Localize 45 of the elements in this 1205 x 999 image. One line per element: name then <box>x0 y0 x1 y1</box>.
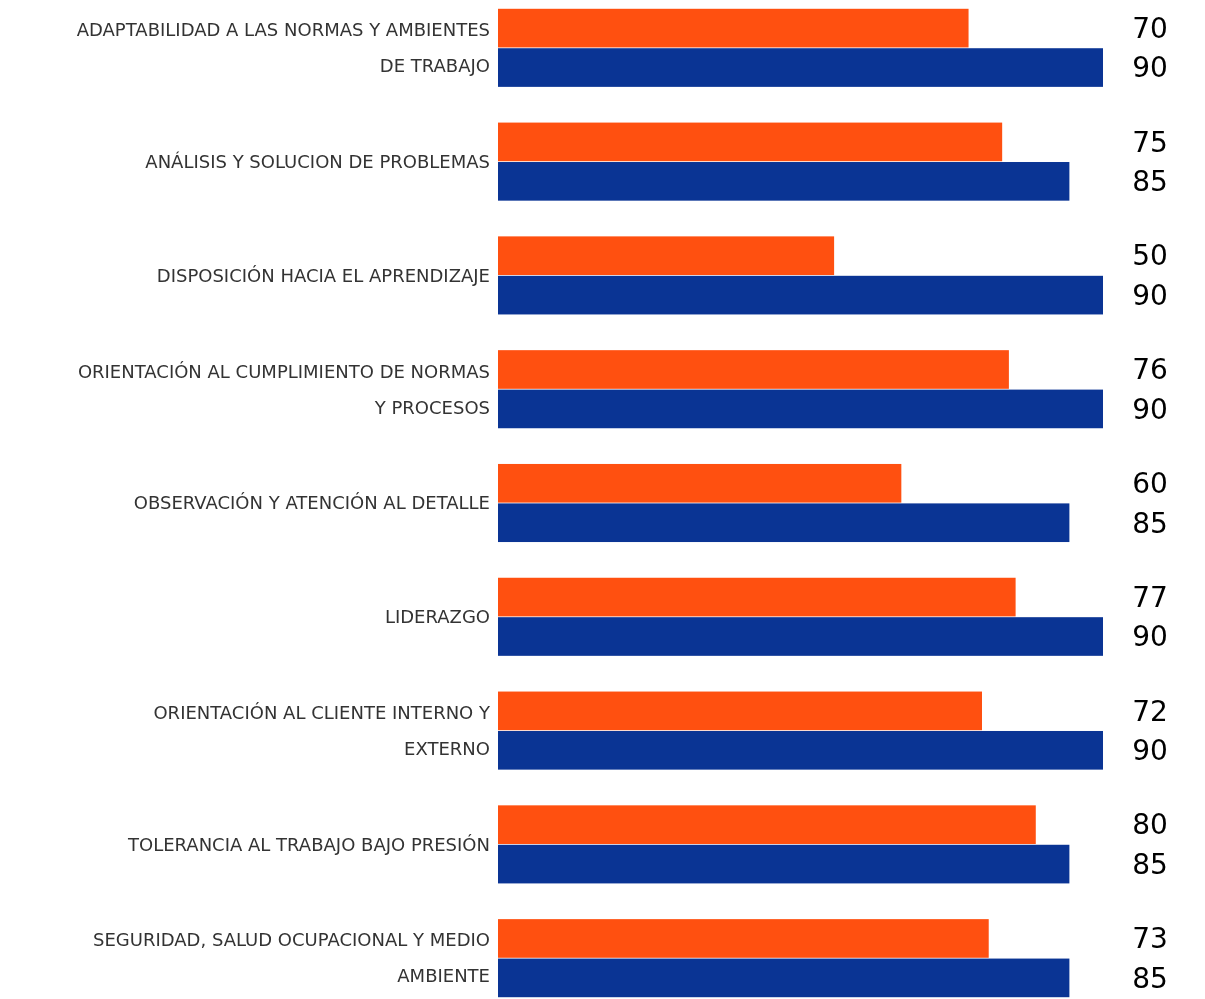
bar <box>498 691 982 731</box>
data-label: 50 <box>1132 239 1168 273</box>
bar <box>498 275 1103 315</box>
data-label: 60 <box>1132 467 1168 501</box>
bar <box>498 236 835 276</box>
data-label: 75 <box>1132 125 1168 159</box>
bar <box>498 48 1103 87</box>
y-tick-label: SEGURIDAD, SALUD OCUPACIONAL Y MEDIO AMBIENTE <box>92 929 490 987</box>
data-label: 90 <box>1132 51 1168 85</box>
bar <box>498 617 1103 656</box>
y-tick-label: TOLERANCIA AL TRABAJO BAJO PRESIÓN <box>126 833 490 855</box>
data-label: 90 <box>1132 620 1168 654</box>
y-tick-label: OBSERVACIÓN Y ATENCIÓN AL DETALLE <box>133 492 490 514</box>
data-label: 85 <box>1132 165 1168 199</box>
y-tick-label: ADAPTABILIDAD A LAS NORMAS Y AMBIENTES DE TRABAJO <box>76 19 490 77</box>
y-tick-label: DISPOSICIÓN HACIA EL APRENDIZAJE <box>156 264 490 286</box>
bar <box>498 805 1036 844</box>
bar <box>498 958 1070 998</box>
y-tick-label: ORIENTACIÓN AL CLIENTE INTERNO Y EXTERNO <box>153 701 491 759</box>
data-label: 85 <box>1132 506 1168 540</box>
bar <box>498 122 1003 162</box>
bar <box>498 389 1103 429</box>
data-label: 90 <box>1132 392 1168 426</box>
bar <box>498 162 1070 201</box>
y-tick-label: LIDERAZGO <box>384 606 490 628</box>
y-tick-label: ANÁLISIS Y SOLUCION DE PROBLEMAS <box>145 150 490 172</box>
data-label: 77 <box>1132 580 1168 614</box>
data-label: 80 <box>1132 808 1168 842</box>
bar <box>498 503 1070 543</box>
bar <box>498 577 1016 617</box>
data-label: 76 <box>1132 353 1168 387</box>
data-label: 85 <box>1132 961 1168 995</box>
data-label: 90 <box>1132 734 1168 768</box>
data-label: 70 <box>1132 11 1168 45</box>
data-label: 90 <box>1132 278 1168 312</box>
data-label: 85 <box>1132 847 1168 881</box>
y-tick-label: ORIENTACIÓN AL CUMPLIMIENTO DE NORMAS Y PROCESOS <box>77 360 490 418</box>
bar <box>498 730 1103 770</box>
bar <box>498 8 969 48</box>
bar <box>498 350 1009 389</box>
bar <box>498 844 1070 884</box>
data-label: 73 <box>1132 922 1168 956</box>
data-label: 72 <box>1132 694 1168 728</box>
bar <box>498 463 902 503</box>
bar <box>498 919 989 958</box>
